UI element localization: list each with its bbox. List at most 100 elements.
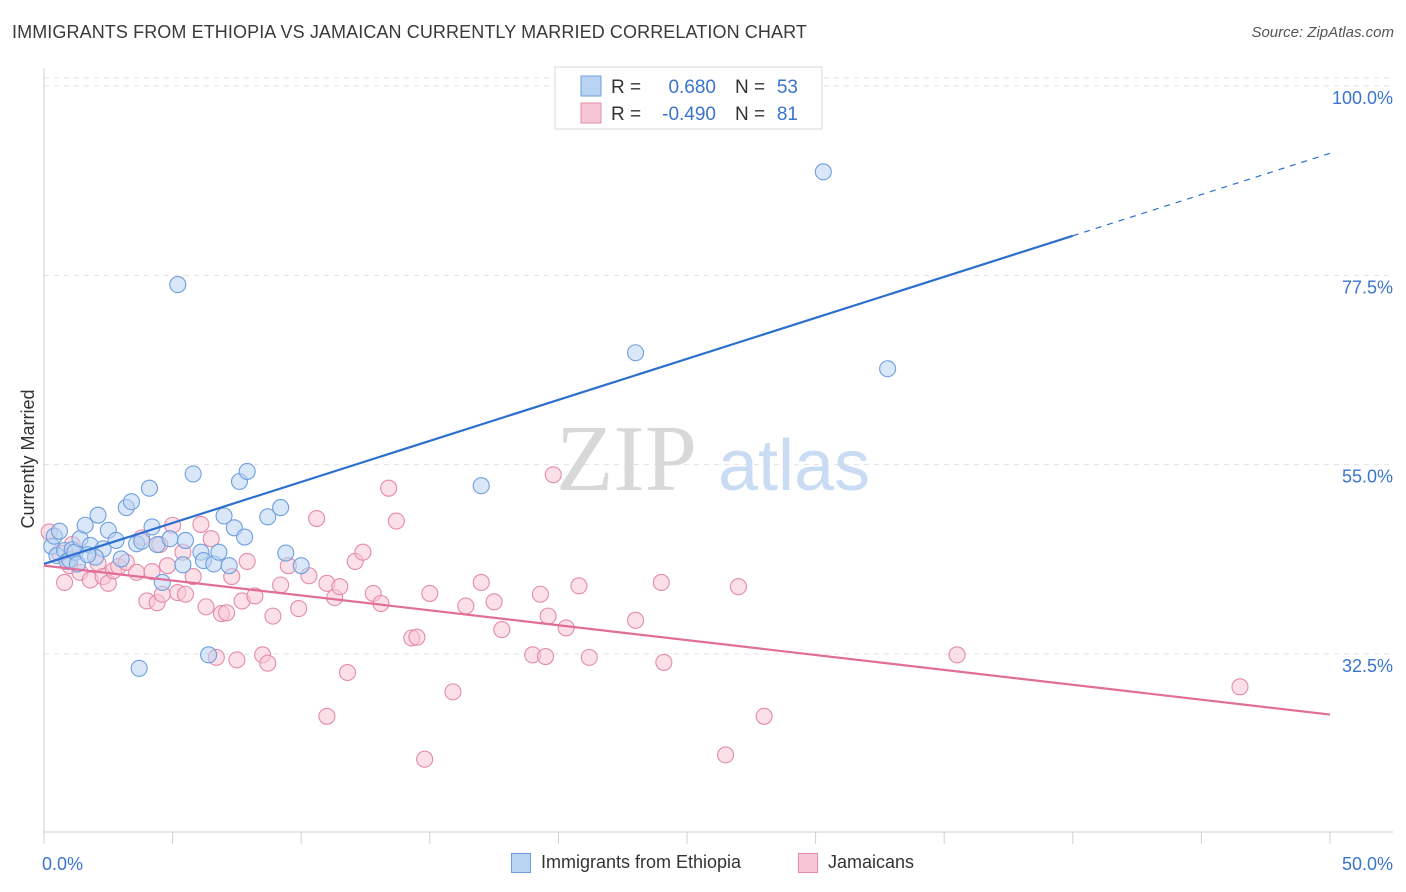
jamaican-point-67 — [536, 647, 555, 666]
watermark: ZIP atlas — [556, 407, 870, 511]
jamaican-point-72 — [580, 648, 598, 666]
jamaican-point-58 — [416, 750, 434, 768]
jamaican-point-48 — [331, 578, 349, 596]
y-tick-label-3: 32.5% — [1342, 656, 1393, 676]
jamaican-point-35 — [238, 552, 256, 570]
ethiopia-point-47 — [814, 163, 832, 181]
jamaican-point-74 — [652, 573, 670, 592]
ethiopia-point-41 — [259, 508, 277, 526]
legend-top: R = 0.680 N = 53 R = -0.490 N = 81 — [554, 66, 823, 130]
ethiopia-point-12 — [89, 506, 107, 524]
chart-title: IMMIGRANTS FROM ETHIOPIA VS JAMAICAN CUR… — [12, 22, 807, 42]
legend-swatch-pink — [580, 102, 602, 124]
ethiopia-point-10 — [76, 516, 94, 534]
legend-item-ethiopia: Immigrants from Ethiopia — [511, 852, 741, 873]
ethiopia-point-46 — [627, 344, 645, 362]
ethiopia-point-18 — [122, 493, 140, 511]
jamaican-point-79 — [948, 646, 966, 664]
axes — [43, 68, 1393, 844]
ethiopia-point-16 — [112, 550, 130, 568]
ethiopia-point-29 — [184, 465, 202, 483]
jamaican-point-42 — [290, 600, 308, 618]
jamaican-point-68 — [539, 607, 557, 625]
jamaican-point-78 — [755, 707, 773, 725]
ethiopia-point-39 — [236, 528, 254, 546]
jamaican-point-66 — [531, 585, 549, 603]
ethiopia-point-31 — [200, 646, 218, 664]
legend-n-value-pink: 81 — [777, 104, 798, 125]
jamaican-point-39 — [264, 607, 282, 625]
ethiopia-point-24 — [153, 573, 171, 592]
legend-swatch-ethiopia — [511, 852, 531, 873]
legend-swatch-jamaicans — [798, 852, 818, 873]
jamaican-point-63 — [485, 593, 503, 611]
ethiopia-point-28 — [176, 531, 195, 549]
jamaican-point-51 — [354, 543, 372, 561]
ethiopia-point-42 — [272, 499, 290, 517]
y-tick-labels: 100.0% 77.5% 55.0% 32.5% — [1332, 88, 1393, 676]
legend-r-value-pink: -0.490 — [662, 104, 716, 125]
legend-r-label-blue: R = — [611, 77, 641, 98]
ethiopia-point-44 — [292, 557, 310, 575]
x-tick-label-right: 50.0% — [1342, 854, 1393, 874]
jamaican-point-76 — [717, 746, 735, 764]
jamaican-point-73 — [627, 611, 645, 629]
legend-n-label-pink: N = — [735, 104, 765, 125]
jamaican-point-26 — [192, 515, 210, 533]
watermark-zip: ZIP — [556, 407, 697, 511]
jamaican-point-61 — [457, 597, 475, 615]
jamaican-point-2 — [56, 573, 74, 592]
jamaican-point-75 — [655, 653, 673, 671]
jamaican-point-64 — [493, 621, 511, 639]
ethiopia-point-48 — [879, 360, 897, 378]
jamaican-point-40 — [272, 576, 290, 594]
trend-lines — [43, 152, 1331, 716]
jamaican-point-57 — [408, 628, 426, 646]
jamaican-point-69 — [544, 466, 562, 484]
jamaican-point-45 — [318, 707, 336, 725]
ethiopia-point-21 — [140, 479, 159, 497]
ethiopia-point-26 — [169, 276, 187, 294]
legend-n-label-blue: N = — [735, 77, 765, 98]
jamaican-point-44 — [308, 509, 326, 528]
legend-label-jamaicans: Jamaicans — [828, 852, 915, 872]
ethiopia-point-51 — [130, 659, 148, 677]
jamaican-point-54 — [380, 479, 398, 497]
ethiopia-point-27 — [174, 556, 192, 574]
jamaican-point-55 — [387, 512, 405, 530]
jamaican-point-59 — [421, 584, 439, 602]
jamaican-point-38 — [259, 654, 277, 672]
jamaican-point-27 — [197, 598, 215, 616]
ethiopia-point-34 — [210, 543, 228, 561]
y-tick-label-1: 77.5% — [1342, 277, 1393, 297]
jamaican-point-28 — [202, 530, 220, 548]
ethiopia-point-40 — [238, 462, 256, 480]
legend-r-value-blue: 0.680 — [668, 77, 716, 98]
jamaican-point-70 — [557, 619, 575, 637]
jamaican-point-24 — [176, 585, 195, 603]
jamaican-point-16 — [143, 562, 161, 581]
legend-bottom: Immigrants from Ethiopia Jamaicans — [0, 852, 1406, 878]
legend-label-ethiopia: Immigrants from Ethiopia — [541, 852, 742, 872]
legend-n-value-blue: 53 — [777, 77, 798, 98]
watermark-atlas: atlas — [718, 426, 870, 506]
source-label: Source: ZipAtlas.com — [1251, 24, 1394, 41]
ethiopia-trend-line — [43, 234, 1074, 566]
y-tick-label-0: 100.0% — [1332, 88, 1393, 108]
jamaican-point-31 — [218, 604, 236, 622]
ethiopia-point-35 — [215, 507, 233, 525]
y-tick-label-2: 55.0% — [1342, 467, 1393, 487]
jamaicans-trend-line — [43, 564, 1331, 716]
legend-swatch-blue — [580, 75, 602, 97]
jamaican-point-60 — [444, 683, 462, 701]
jamaican-point-36 — [246, 587, 264, 605]
jamaican-point-80 — [1231, 678, 1249, 696]
jamaican-point-62 — [472, 573, 490, 592]
ethiopia-point-45 — [472, 477, 490, 495]
ethiopia-point-3 — [50, 522, 68, 540]
ethiopia-point-36 — [220, 557, 238, 575]
jamaican-point-33 — [228, 651, 246, 669]
ethiopia-trend-extension — [1072, 152, 1331, 237]
jamaican-point-71 — [570, 577, 588, 595]
